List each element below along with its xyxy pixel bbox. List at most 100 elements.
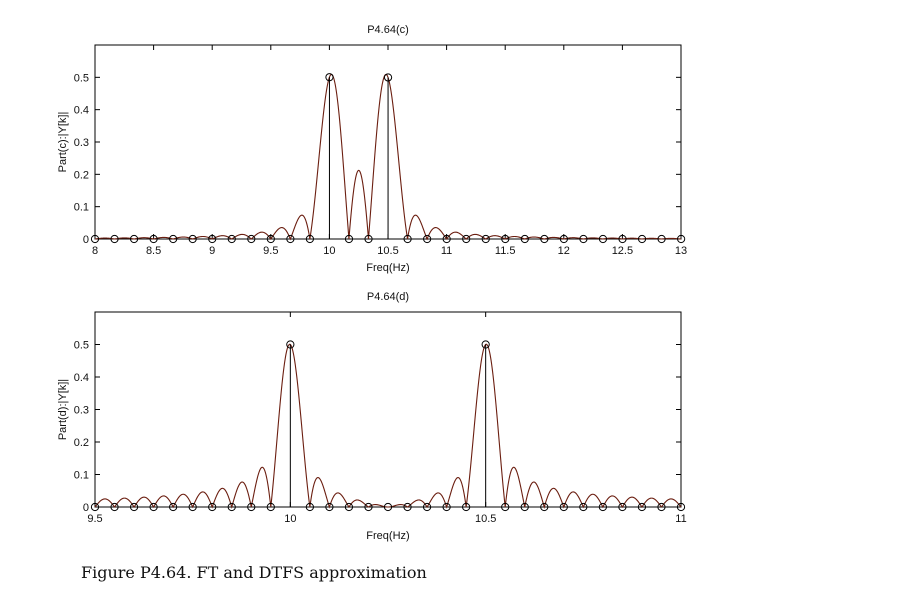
dtfs-point-d: [540, 502, 549, 512]
x-tick-label-c: 10: [323, 245, 335, 257]
dtfs-point-d: [579, 502, 588, 512]
plot-frame-d: [94, 311, 682, 508]
x-tick-label-c: 12.5: [612, 245, 633, 257]
dtfs-point-d: [325, 502, 334, 512]
x-tick-label-d: 10.5: [475, 513, 496, 525]
dtfs-point-d: [637, 502, 647, 512]
y-tick-label-d: 0.2: [74, 437, 89, 449]
dtfs-point-c: [344, 234, 354, 244]
dtfs-point-d: [442, 502, 451, 512]
y-tick-label-c: 0.4: [74, 105, 89, 117]
x-tick-label-c: 9.5: [263, 245, 278, 257]
y-axis-label-c: Part(c):|Y[k]|: [57, 112, 69, 173]
y-tick-label-c: 0.1: [74, 202, 89, 214]
dtfs-point-c: [442, 234, 451, 244]
dtfs-point-c: [149, 234, 158, 244]
dtfs-point-d: [344, 502, 354, 512]
dtfs-point-d: [520, 502, 529, 512]
dtfs-point-c: [227, 234, 236, 244]
dtfs-point-c: [188, 234, 197, 244]
y-tick-label-c: 0.3: [74, 137, 89, 149]
dtfs-point-d: [169, 502, 178, 512]
y-axis-label-d: Part(d):|Y[k]|: [57, 379, 69, 440]
dtfs-point-c: [364, 234, 373, 244]
dtfs-point-c: [90, 234, 100, 244]
dtfs-point-c: [169, 234, 178, 244]
x-tick-label-c: 12: [558, 245, 570, 257]
x-tick-label-c: 8: [92, 245, 98, 257]
dtfs-point-c: [677, 234, 686, 244]
dtfs-point-d: [364, 502, 373, 512]
dtfs-point-d: [598, 502, 607, 512]
x-axis-label-d: Freq(Hz): [366, 530, 409, 542]
dtfs-point-c: [540, 234, 549, 244]
dtfs-point-d: [657, 502, 666, 512]
dtfs-point-c: [462, 234, 471, 244]
dtfs-point-c: [208, 234, 217, 244]
dtfs-point-d: [676, 502, 686, 512]
x-tick-label-c: 11: [441, 245, 452, 257]
dtfs-point-c: [423, 234, 432, 244]
dtfs-point-d: [383, 502, 393, 512]
y-tick-label-d: 0.1: [74, 470, 89, 482]
dtfs-point-d: [559, 502, 568, 512]
x-tick-label-c: 13: [675, 245, 687, 257]
y-tick-label-d: 0.4: [74, 372, 89, 384]
dtfs-point-d: [110, 502, 119, 512]
x-axis-label-c: Freq(Hz): [366, 262, 409, 274]
dtfs-point-d: [188, 502, 197, 512]
dtfs-point-c: [481, 234, 490, 244]
y-tick-label-c: 0: [83, 234, 89, 246]
y-tick-label-d: 0.3: [74, 405, 89, 417]
dtfs-point-c: [637, 234, 647, 244]
dtfs-point-d: [305, 502, 314, 512]
dtfs-point-d: [149, 502, 158, 512]
dtfs-point-c: [286, 234, 295, 244]
dtfs-point-d: [129, 502, 139, 512]
y-tick-label-d: 0.5: [74, 340, 89, 352]
dtfs-point-c: [501, 234, 510, 244]
dtfs-point-d: [247, 502, 256, 512]
figure-caption: Figure P4.64. FT and DTFS approximation: [81, 563, 427, 582]
chart-title-d: P4.64(d): [367, 291, 409, 303]
dtfs-point-c: [598, 234, 608, 244]
dtfs-point-d: [422, 502, 432, 512]
ft-magnitude-line-d: [94, 343, 682, 509]
x-tick-label-c: 10.5: [377, 245, 398, 257]
dtfs-point-d: [286, 340, 295, 349]
chart-title-c: P4.64(c): [367, 24, 409, 36]
dtfs-point-c: [305, 234, 315, 244]
ft-magnitude-line-c: [94, 73, 682, 241]
dtfs-point-c: [520, 234, 529, 244]
y-tick-label-c: 0.5: [74, 72, 89, 84]
x-tick-label-d: 9.5: [87, 513, 102, 525]
x-tick-label-c: 8.5: [146, 245, 161, 257]
dtfs-point-d: [481, 340, 490, 349]
dtfs-point-c: [559, 234, 568, 244]
dtfs-point-d: [618, 502, 627, 512]
dtfs-point-c: [657, 234, 666, 244]
dtfs-point-d: [462, 502, 471, 512]
dtfs-point-c: [579, 234, 588, 244]
dtfs-point-d: [227, 502, 236, 512]
dtfs-point-c: [247, 234, 256, 244]
dtfs-point-c: [266, 234, 275, 244]
dtfs-point-c: [383, 73, 393, 82]
dtfs-point-c: [325, 73, 334, 82]
x-tick-label-d: 10: [284, 513, 296, 525]
y-tick-label-c: 0.2: [74, 169, 89, 181]
dtfs-point-c: [110, 234, 119, 244]
dtfs-point-d: [403, 502, 412, 512]
dtfs-point-d: [208, 502, 217, 512]
dtfs-point-d: [266, 502, 275, 512]
dtfs-point-c: [403, 234, 412, 244]
dtfs-point-d: [90, 502, 100, 512]
x-tick-label-c: 11.5: [495, 245, 516, 257]
dtfs-point-d: [501, 502, 510, 512]
y-tick-label-d: 0: [83, 502, 89, 514]
dtfs-point-c: [618, 234, 627, 244]
x-tick-label-c: 9: [209, 245, 215, 257]
x-tick-label-d: 11: [675, 513, 686, 525]
dtfs-point-c: [129, 234, 139, 244]
